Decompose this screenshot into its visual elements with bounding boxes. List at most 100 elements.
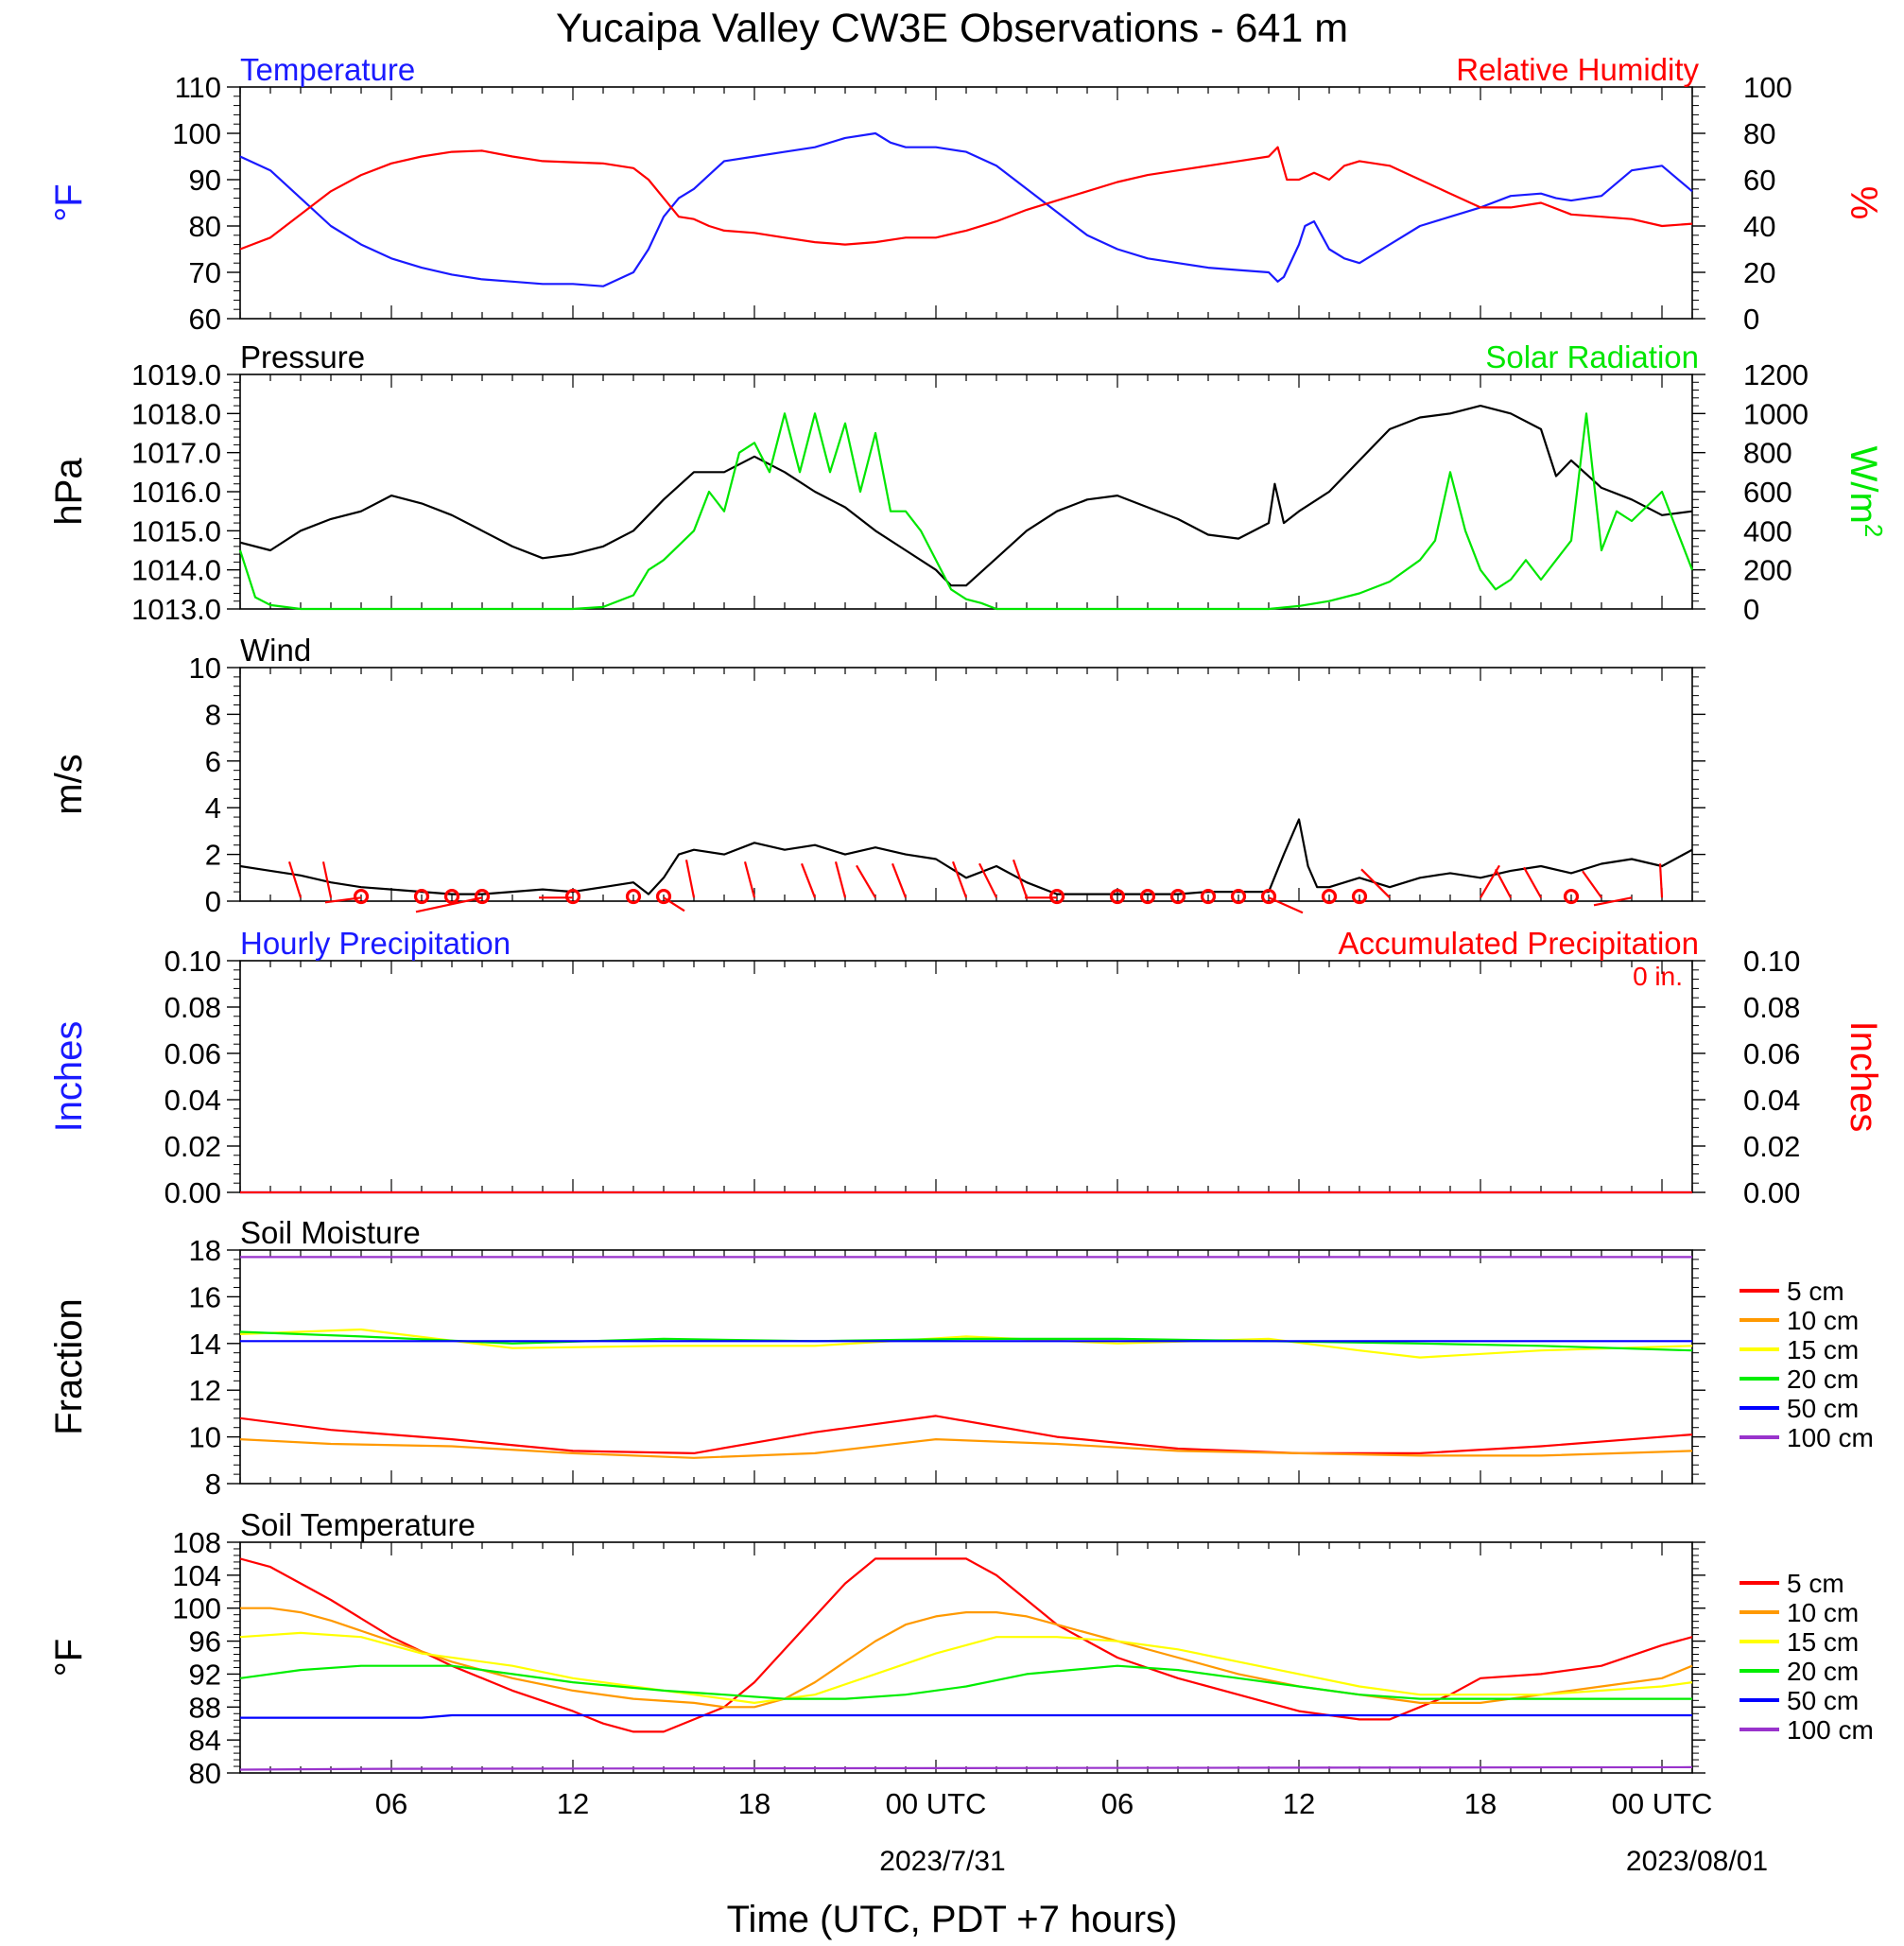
y-tick-label: 12	[189, 1374, 221, 1407]
calm-wind-marker	[1321, 888, 1338, 905]
y-axis-label: m/s	[48, 754, 90, 814]
y-axis-label-right: W/m2	[1843, 446, 1888, 538]
calm-wind-marker	[1048, 888, 1065, 905]
y-tick-label: 10	[189, 1421, 221, 1454]
y-tick-label: 16	[189, 1280, 221, 1313]
y-tick-label-right: 80	[1743, 117, 1775, 150]
y-axis-label: Inches	[48, 1021, 90, 1133]
y-tick-label: 6	[205, 745, 221, 778]
series-line-pressure_solar	[238, 412, 1694, 611]
legend-label: 100 cm	[1787, 1423, 1874, 1452]
legend-label: 20 cm	[1787, 1657, 1859, 1686]
wind-barb	[834, 861, 847, 898]
y-tick-label-right: 60	[1743, 164, 1775, 197]
calm-wind-marker	[413, 888, 430, 905]
panel-title-left: Hourly Precipitation	[240, 926, 511, 961]
y-axis-label-right: Inches	[1843, 1021, 1884, 1133]
legend-label: 5 cm	[1787, 1569, 1844, 1598]
wind-barb	[1360, 868, 1391, 899]
plot-frame	[239, 960, 1693, 1193]
series-line-soil_temp	[239, 1631, 1693, 1705]
series-line-wind	[239, 818, 1693, 895]
y-tick-label-right: 0.04	[1743, 1084, 1800, 1117]
calm-wind-marker	[353, 888, 370, 905]
panel-title-left: Wind	[240, 633, 311, 668]
y-axis-label: hPa	[48, 458, 90, 526]
series-line-soil_temp	[240, 1713, 1692, 1719]
panel-wind: 0 2 4 6 8 10 Wind m/s	[48, 633, 1705, 918]
y-tick-label: 0	[205, 885, 221, 918]
y-tick-label-right: 40	[1743, 210, 1775, 243]
series-line-soil_temp	[240, 1607, 1693, 1709]
x-tick-label: 18	[738, 1787, 770, 1820]
wind-barb	[856, 864, 876, 898]
calm-wind-marker	[625, 888, 642, 905]
y-tick-label: 0.02	[164, 1130, 221, 1163]
panel-title-right: Accumulated Precipitation	[1338, 926, 1699, 961]
y-tick-label: 90	[189, 164, 221, 197]
y-axis-label: Fraction	[48, 1298, 90, 1435]
y-tick-label: 100	[172, 117, 221, 150]
legend-label: 20 cm	[1787, 1364, 1859, 1394]
legend-label: 5 cm	[1787, 1277, 1844, 1306]
y-tick-label: 1018.0	[131, 397, 221, 430]
wind-barb	[1523, 866, 1542, 898]
panel-temp_rh: 60 70 80 90 100 110 0 20 40 60 80 100 Temperature Rel…	[48, 52, 1884, 336]
y-tick-label: 10	[189, 652, 221, 685]
y-tick-label-right: 200	[1743, 554, 1792, 587]
calm-wind-marker	[1351, 888, 1368, 905]
panel-pressure_solar: 1013.0 1014.0 1015.0 1016.0 1017.0 1018.0 1019…	[48, 339, 1888, 626]
y-tick-label: 2	[205, 839, 221, 872]
wind-barb	[951, 860, 968, 898]
series-line-temp_rh	[239, 131, 1693, 287]
panel-title-left: Soil Moisture	[240, 1215, 421, 1250]
y-tick-label-right: 0	[1743, 303, 1759, 336]
y-tick-label: 0.08	[164, 991, 221, 1024]
x-tick-label: 12	[1283, 1787, 1315, 1820]
calm-wind-marker	[564, 888, 581, 905]
calm-wind-marker	[1169, 888, 1186, 905]
y-tick-label: 8	[205, 1468, 221, 1501]
y-tick-label: 1016.0	[131, 476, 221, 509]
y-axis-label: °F	[48, 1639, 90, 1677]
panel-title-right: Relative Humidity	[1456, 52, 1699, 87]
legend-label: 50 cm	[1787, 1686, 1859, 1715]
y-tick-label: 88	[189, 1691, 221, 1724]
y-tick-label: 104	[172, 1559, 221, 1592]
x-tick-label: 00 UTC	[1612, 1787, 1713, 1820]
y-tick-label-right: 400	[1743, 514, 1792, 547]
calm-wind-marker	[1563, 888, 1580, 905]
calm-wind-marker	[1260, 888, 1277, 905]
y-tick-label: 110	[175, 71, 221, 104]
y-tick-label-right: 600	[1743, 476, 1792, 509]
legend-label: 10 cm	[1787, 1306, 1859, 1335]
y-tick-label: 96	[189, 1625, 221, 1659]
y-tick-label: 8	[205, 698, 221, 731]
x-tick-label: 06	[1101, 1787, 1134, 1820]
y-tick-label: 80	[189, 1757, 221, 1790]
y-tick-label: 60	[189, 303, 221, 336]
wind-barb	[415, 896, 483, 913]
y-tick-label-right: 0.08	[1743, 991, 1800, 1024]
wind-barb	[978, 862, 997, 898]
y-tick-label-right: 100	[1743, 71, 1792, 104]
y-tick-label: 1017.0	[131, 437, 221, 470]
series-line-temp_rh	[239, 146, 1693, 251]
y-tick-label-right: 0	[1743, 593, 1759, 626]
x-tick-label: 18	[1464, 1787, 1497, 1820]
y-tick-label-right: 0.02	[1743, 1130, 1800, 1163]
calm-wind-marker	[1200, 888, 1217, 905]
wind-barb	[1593, 896, 1633, 907]
y-tick-label: 100	[172, 1592, 221, 1625]
y-tick-label: 4	[205, 791, 221, 825]
legend-label: 50 cm	[1787, 1394, 1859, 1423]
y-tick-label-right: 800	[1743, 437, 1792, 470]
wind-barb	[663, 896, 685, 912]
series-line-pressure_solar	[239, 405, 1693, 587]
wind-barb	[800, 862, 817, 898]
y-tick-label: 14	[189, 1328, 221, 1361]
x-tick-label: 12	[557, 1787, 589, 1820]
calm-wind-marker	[1230, 888, 1247, 905]
